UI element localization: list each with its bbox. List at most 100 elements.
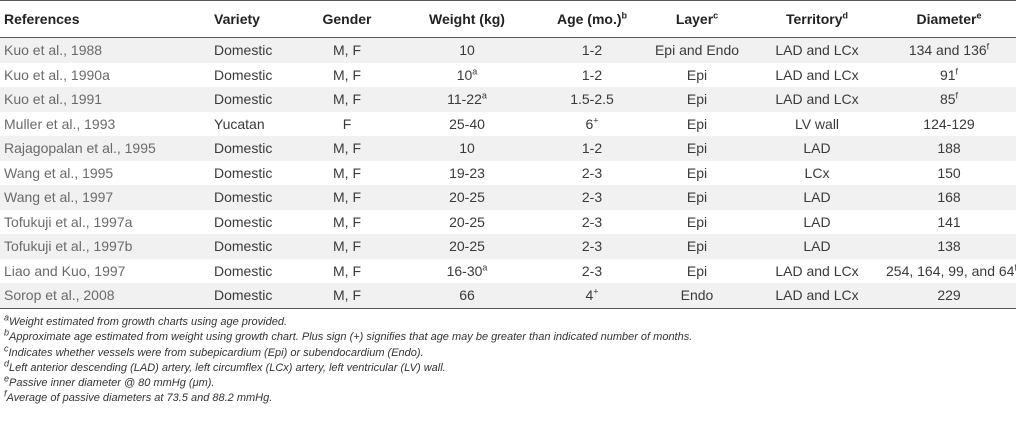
cell-reference-text: Wang et al., 1997 <box>4 189 114 206</box>
header-weight: Weight (kg) <box>392 0 542 38</box>
cell-weight-text: 20-25 <box>449 238 485 255</box>
cell-diameter: 134 and 136f <box>882 37 1016 63</box>
cell-territory-text: LV wall <box>794 115 840 132</box>
cell-diameter: 254, 164, 99, and 64f <box>882 259 1016 284</box>
footnote-text: Indicates whether vessels were from sube… <box>8 346 424 359</box>
cell-layer-text: Endo <box>680 287 714 304</box>
cell-age-text: 1-2 <box>581 140 603 157</box>
cell-age-text: 1-2 <box>581 66 603 83</box>
cell-variety: Domestic <box>210 37 302 63</box>
cell-territory-text: LAD <box>803 140 831 157</box>
cell-age: 2-3 <box>542 259 642 284</box>
cell-layer-text: Epi <box>686 115 708 132</box>
cell-weight-text: 66 <box>459 287 475 304</box>
cell-variety-text: Domestic <box>214 287 273 304</box>
cell-reference: Kuo et al., 1988 <box>0 37 210 63</box>
cell-weight: 10 <box>392 37 542 63</box>
header-diameter: Diametere <box>882 0 1016 38</box>
table-row: Tofukuji et al., 1997a Domestic M, F 20-25 2… <box>0 210 1016 235</box>
cell-layer: Epi <box>642 87 752 112</box>
cell-layer: Epi and Endo <box>642 37 752 63</box>
cell-gender: M, F <box>302 63 392 88</box>
cell-gender-text: M, F <box>333 42 361 59</box>
cell-layer-text: Epi <box>686 164 708 181</box>
cell-weight-sup: a <box>472 66 478 77</box>
footnote-mark: c <box>4 342 9 353</box>
cell-layer: Epi <box>642 259 752 284</box>
cell-age-text: 2-3 <box>581 164 603 181</box>
cell-gender-text: M, F <box>333 262 361 279</box>
header-territory-sup: d <box>842 10 849 21</box>
cell-territory: LCx <box>752 161 882 186</box>
cell-age: 1-2 <box>542 37 642 63</box>
cell-variety-text: Domestic <box>214 262 273 279</box>
cell-reference: Muller et al., 1993 <box>0 112 210 137</box>
table-row: Liao and Kuo, 1997 Domestic M, F 16-30a 2-3 E… <box>0 259 1016 284</box>
cell-layer-text: Epi <box>686 189 708 206</box>
cell-age-text: 4 <box>585 287 594 304</box>
footnote-text: Approximate age estimated from weight us… <box>9 331 693 344</box>
cell-variety-text: Domestic <box>214 164 273 181</box>
cell-gender: M, F <box>302 37 392 63</box>
cell-weight: 16-30a <box>392 259 542 284</box>
cell-layer: Epi <box>642 234 752 259</box>
cell-weight: 20-25 <box>392 210 542 235</box>
cell-variety: Domestic <box>210 185 302 210</box>
cell-reference-text: Kuo et al., 1990a <box>4 66 110 83</box>
header-territory-label: Territory <box>785 11 843 27</box>
cell-territory: LAD and LCx <box>752 283 882 309</box>
footnote-mark: a <box>4 312 10 323</box>
cell-weight-text: 16-30 <box>446 262 483 279</box>
cell-age-text: 2-3 <box>581 189 603 206</box>
cell-territory-text: LAD and LCx <box>775 262 859 279</box>
cell-weight-sup: a <box>481 90 487 101</box>
cell-gender: M, F <box>302 87 392 112</box>
header-age: Age (mo.)b <box>542 0 642 38</box>
cell-territory: LAD and LCx <box>752 87 882 112</box>
cell-gender: M, F <box>302 283 392 309</box>
cell-weight: 19-23 <box>392 161 542 186</box>
cell-reference-text: Tofukuji et al., 1997b <box>4 238 133 255</box>
cell-variety: Domestic <box>210 210 302 235</box>
footnotes: aWeight estimated from growth charts usi… <box>4 312 693 407</box>
cell-reference-text: Sorop et al., 2008 <box>4 287 115 304</box>
header-references: References <box>0 0 210 38</box>
header-diameter-label: Diameter <box>916 11 977 27</box>
cell-gender: F <box>302 112 392 137</box>
header-layer-sup: c <box>713 10 719 21</box>
cell-territory-text: LAD and LCx <box>775 91 859 108</box>
cell-gender: M, F <box>302 259 392 284</box>
cell-territory-text: LCx <box>804 164 830 181</box>
header-age-sup: b <box>621 10 628 21</box>
cell-weight: 10a <box>392 63 542 88</box>
cell-diameter-sup: f <box>955 90 959 101</box>
cell-variety: Domestic <box>210 87 302 112</box>
footnote-text: Passive inner diameter @ 80 mmHg (μm). <box>9 377 215 390</box>
cell-variety-text: Domestic <box>214 189 273 206</box>
cell-gender-text: M, F <box>333 91 361 108</box>
cell-diameter-text: 141 <box>937 213 961 230</box>
cell-layer-text: Epi <box>686 238 708 255</box>
footnote-b: bApproximate age estimated from weight u… <box>4 328 693 345</box>
table-body: Kuo et al., 1988 Domestic M, F 10 1-2 Epi and… <box>0 37 1016 309</box>
cell-age: 2-3 <box>542 234 642 259</box>
cell-layer: Epi <box>642 210 752 235</box>
cell-gender-text: M, F <box>333 189 361 206</box>
cell-territory: LAD and LCx <box>752 259 882 284</box>
cell-age: 2-3 <box>542 210 642 235</box>
cell-age-text: 2-3 <box>581 262 603 279</box>
footnote-mark: f <box>4 388 7 399</box>
cell-gender-text: M, F <box>333 238 361 255</box>
cell-weight-text: 10 <box>459 140 475 157</box>
cell-gender-text: M, F <box>333 66 361 83</box>
cell-age-sup: + <box>593 115 599 126</box>
cell-layer-text: Epi <box>686 91 708 108</box>
cell-layer: Epi <box>642 185 752 210</box>
cell-gender: M, F <box>302 210 392 235</box>
cell-reference: Sorop et al., 2008 <box>0 283 210 309</box>
cell-age-text: 6 <box>585 115 594 132</box>
cell-reference: Kuo et al., 1990a <box>0 63 210 88</box>
cell-age: 1.5-2.5 <box>542 87 642 112</box>
footnote-e: ePassive inner diameter @ 80 mmHg (μm). <box>4 374 692 391</box>
cell-age: 2-3 <box>542 185 642 210</box>
